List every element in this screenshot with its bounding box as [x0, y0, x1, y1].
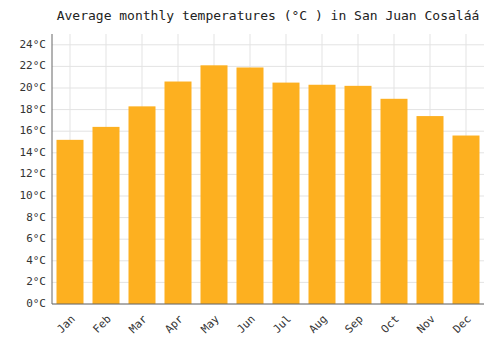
page: {"chart_data": {"type": "bar", "title": … [0, 0, 500, 350]
x-tick-label: Mar [127, 312, 151, 336]
bar [93, 127, 120, 304]
y-tick-label: 2°C [26, 275, 46, 288]
grid-line-y [52, 44, 484, 45]
grid-line-y [52, 304, 484, 305]
chart-container: 0°C 2°C 4°C 6°C 8°C 10°C 12°C 14°C 16°C 18°C 20°C 2… [0, 0, 500, 350]
title: Average monthly temperatures (°C ) in Sa… [57, 8, 480, 23]
x-tick-label: Jun [235, 313, 258, 336]
bar [237, 67, 264, 304]
y-axis-line [52, 34, 53, 304]
bars [57, 65, 480, 304]
axes: 0°C 2°C 4°C 6°C 8°C 10°C 12°C 14°C 16°C 18°C 20°C 2… [20, 34, 485, 336]
bar [381, 99, 408, 304]
y-tick-label: 24°C [20, 38, 47, 51]
bar [453, 136, 480, 304]
y-tick-label: 10°C [20, 189, 47, 202]
y-tick-label: 0°C [26, 297, 46, 310]
x-tick-label: Oct [379, 313, 402, 336]
y-tick-label: 20°C [20, 81, 47, 94]
bar [345, 86, 372, 304]
bar [309, 85, 336, 304]
bar [57, 140, 84, 304]
x-tick-label: Apr [163, 312, 187, 336]
grid-line-y [52, 88, 484, 89]
x-axis-line [52, 304, 484, 305]
y-tick-label: 4°C [26, 254, 46, 267]
y-tick-label: 16°C [20, 124, 47, 137]
y-tick-label: 6°C [26, 232, 46, 245]
y-tick-label: 12°C [20, 167, 47, 180]
x-tick-label: May [199, 312, 223, 336]
x-tick-label: Feb [91, 313, 114, 336]
bar [273, 83, 300, 304]
x-tick-label: Jan [55, 313, 78, 336]
x-tick-label: Nov [415, 312, 439, 336]
bar [165, 82, 192, 304]
bar [129, 106, 156, 304]
y-tick-label: 14°C [20, 146, 47, 159]
bar [417, 116, 444, 304]
x-tick-label: Aug [307, 313, 330, 336]
y-tick-label: 22°C [20, 59, 47, 72]
grid-line-y [52, 109, 484, 110]
y-tick-label: 8°C [26, 211, 46, 224]
bar [201, 65, 228, 304]
x-tick-label: Jul [271, 313, 294, 336]
y-tick-label: 18°C [20, 103, 47, 116]
chart: 0°C 2°C 4°C 6°C 8°C 10°C 12°C 14°C 16°C 18°C 20°C 2… [0, 0, 500, 350]
grid-line-y [52, 66, 484, 67]
grid [52, 34, 484, 304]
x-tick-label: Sep [343, 313, 366, 336]
x-tick-label: Dec [451, 313, 474, 336]
